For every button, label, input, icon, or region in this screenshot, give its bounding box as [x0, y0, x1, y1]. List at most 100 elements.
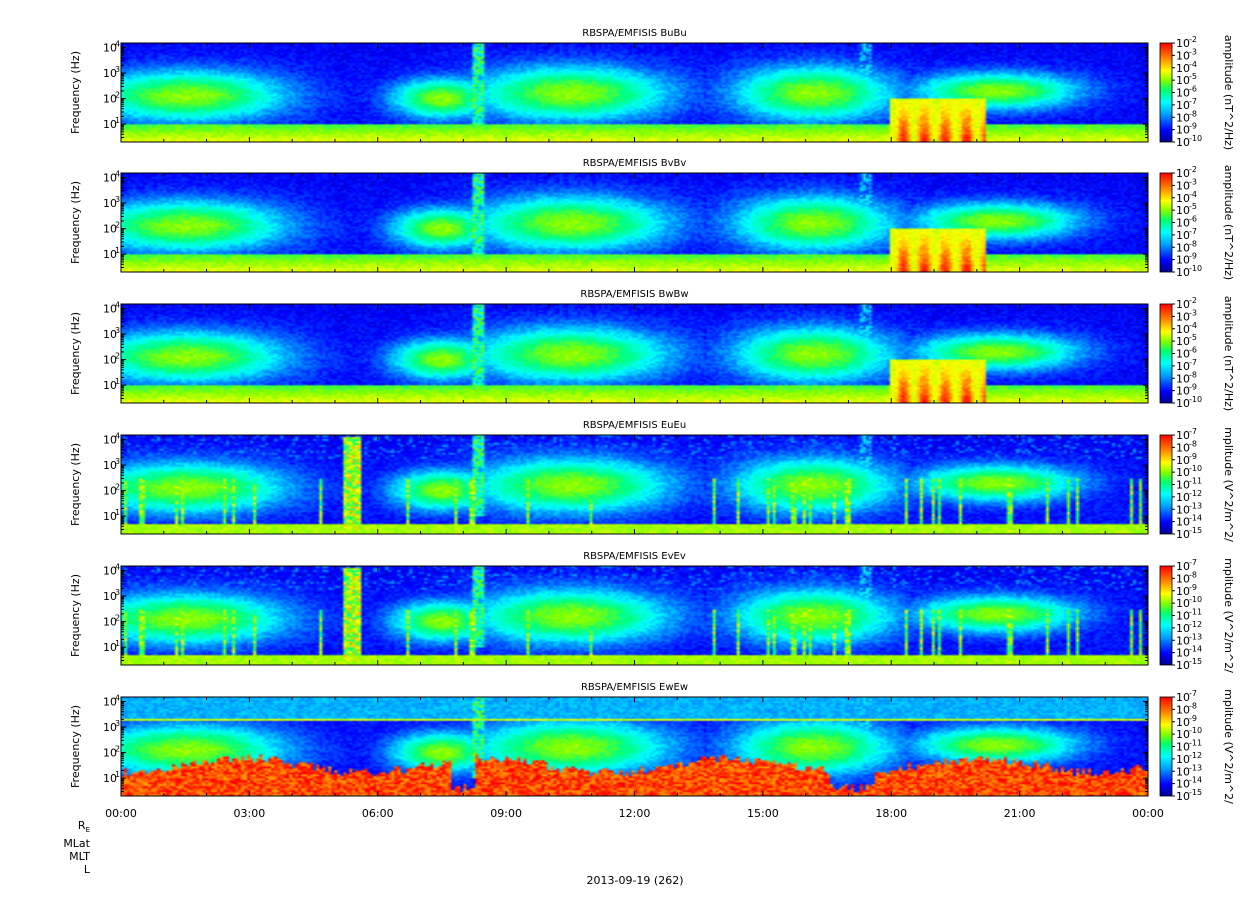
- colorbar-tick-exponent: -9: [1189, 714, 1197, 723]
- colorbar-tick-label: 10: [1176, 74, 1190, 87]
- colorbar-tick-label: 10: [1176, 241, 1190, 254]
- panel-title: RBSPA/EMFISIS BwBw: [580, 289, 688, 300]
- x-tick-label: 03:00: [234, 807, 266, 820]
- colorbar-tick-exponent: -7: [1189, 689, 1197, 698]
- colorbar-tick-label: 10: [1176, 790, 1190, 803]
- colorbar-tick-exponent: -13: [1189, 763, 1202, 772]
- colorbar-tick-exponent: -14: [1189, 776, 1202, 785]
- y-tick-label: 10: [103, 695, 117, 708]
- colorbar-tick-exponent: -12: [1189, 751, 1202, 760]
- colorbar-tick-exponent: -9: [1189, 452, 1197, 461]
- panel-5: RBSPA/EMFISIS EvEv101102103104Frequency …: [69, 551, 1235, 673]
- y-tick-label: 10: [103, 433, 117, 446]
- y-tick-exponent: 3: [115, 195, 120, 204]
- colorbar-tick-label: 10: [1176, 597, 1190, 610]
- y-tick-exponent: 3: [115, 65, 120, 74]
- colorbar-tick-label: 10: [1176, 503, 1190, 516]
- y-tick-label: 10: [103, 564, 117, 577]
- colorbar-label: mplitude (V^2/m^2/: [1222, 689, 1235, 804]
- colorbar-tick-exponent: -8: [1189, 239, 1197, 248]
- colorbar-tick-label: 10: [1176, 62, 1190, 75]
- colorbar-tick-exponent: -5: [1189, 202, 1197, 211]
- spectrogram-image: [121, 173, 1148, 272]
- colorbar-label: mplitude (V^2/m^2/: [1222, 558, 1235, 673]
- y-axis-label: Frequency (Hz): [69, 181, 82, 264]
- colorbar-label: amplitude (nT^2/Hz): [1222, 35, 1235, 150]
- y-tick-exponent: 4: [115, 169, 120, 178]
- colorbar-tick-exponent: -4: [1189, 321, 1197, 330]
- y-tick-label: 10: [103, 459, 117, 472]
- y-tick-exponent: 2: [115, 352, 120, 361]
- ephemeris-mlt: MLT: [69, 850, 90, 864]
- colorbar-tick-label: 10: [1176, 348, 1190, 361]
- colorbar-tick-label: 10: [1176, 528, 1190, 541]
- panel-2: RBSPA/EMFISIS BvBv101102103104Frequency …: [69, 158, 1235, 280]
- x-tick-label: 21:00: [1004, 807, 1036, 820]
- colorbar-tick-label: 10: [1176, 99, 1190, 112]
- colorbar-tick-exponent: -15: [1189, 788, 1202, 797]
- colorbar-tick-exponent: -7: [1189, 227, 1197, 236]
- panel-title: RBSPA/EMFISIS BuBu: [582, 28, 686, 39]
- colorbar-tick-label: 10: [1176, 622, 1190, 635]
- y-tick-label: 10: [103, 118, 117, 131]
- colorbar-tick-label: 10: [1176, 778, 1190, 791]
- y-tick-label: 10: [103, 590, 117, 603]
- x-tick-label: 09:00: [490, 807, 522, 820]
- y-tick-exponent: 1: [115, 639, 120, 648]
- colorbar-tick-exponent: -2: [1189, 165, 1197, 174]
- colorbar-tick-label: 10: [1176, 372, 1190, 385]
- y-axis-label: Frequency (Hz): [69, 574, 82, 657]
- colorbar-tick-exponent: -11: [1189, 739, 1202, 748]
- colorbar-tick-label: 10: [1176, 516, 1190, 529]
- y-axis-label: Frequency (Hz): [69, 312, 82, 395]
- colorbar-tick-label: 10: [1176, 298, 1190, 311]
- colorbar-tick-exponent: -10: [1189, 395, 1202, 404]
- y-tick-exponent: 3: [115, 719, 120, 728]
- colorbar-label: amplitude (nT^2/Hz): [1222, 165, 1235, 280]
- colorbar-tick-exponent: -10: [1189, 264, 1202, 273]
- y-tick-exponent: 3: [115, 588, 120, 597]
- x-tick-label: 12:00: [619, 807, 651, 820]
- y-tick-exponent: 2: [115, 91, 120, 100]
- y-tick-exponent: 2: [115, 745, 120, 754]
- colorbar-tick-label: 10: [1176, 192, 1190, 205]
- colorbar-tick-label: 10: [1176, 429, 1190, 442]
- colorbar-tick-label: 10: [1176, 310, 1190, 323]
- colorbar-tick-exponent: -9: [1189, 252, 1197, 261]
- colorbar-tick-label: 10: [1176, 217, 1190, 230]
- y-tick-exponent: 1: [115, 770, 120, 779]
- colorbar-tick-exponent: -14: [1189, 645, 1202, 654]
- date-label: 2013-09-19 (262): [586, 874, 684, 887]
- colorbar-tick-exponent: -8: [1189, 570, 1197, 579]
- x-tick-label: 15:00: [747, 807, 779, 820]
- colorbar-label: mplitude (V^2/m^2/: [1222, 427, 1235, 542]
- y-axis-label: Frequency (Hz): [69, 443, 82, 526]
- colorbar-tick-exponent: -8: [1189, 109, 1197, 118]
- colorbar-tick-label: 10: [1176, 572, 1190, 585]
- y-tick-exponent: 4: [115, 39, 120, 48]
- panel-4: RBSPA/EMFISIS EuEu101102103104Frequency …: [69, 420, 1235, 542]
- colorbar-tick-exponent: -3: [1189, 177, 1197, 186]
- y-tick-exponent: 1: [115, 116, 120, 125]
- y-tick-label: 10: [103, 772, 117, 785]
- colorbar-tick-exponent: -15: [1189, 657, 1202, 666]
- y-tick-label: 10: [103, 67, 117, 80]
- panel-title: RBSPA/EMFISIS EvEv: [583, 551, 686, 562]
- y-tick-exponent: 4: [115, 431, 120, 440]
- y-tick-exponent: 1: [115, 377, 120, 386]
- colorbar-tick-label: 10: [1176, 179, 1190, 192]
- y-tick-exponent: 4: [115, 693, 120, 702]
- x-tick-label: 18:00: [875, 807, 907, 820]
- colorbar-tick-label: 10: [1176, 454, 1190, 467]
- y-axis-label: Frequency (Hz): [69, 51, 82, 134]
- ephemeris-re: RE: [77, 819, 90, 835]
- panel-title: RBSPA/EMFISIS EuEu: [583, 420, 686, 431]
- spectrogram-image: [121, 435, 1148, 534]
- colorbar-tick-exponent: -15: [1189, 526, 1202, 535]
- y-tick-label: 10: [103, 616, 117, 629]
- colorbar-tick-exponent: -10: [1189, 726, 1202, 735]
- y-tick-label: 10: [103, 41, 117, 54]
- colorbar-tick-exponent: -10: [1189, 134, 1202, 143]
- colorbar-tick-label: 10: [1176, 87, 1190, 100]
- y-tick-label: 10: [103, 197, 117, 210]
